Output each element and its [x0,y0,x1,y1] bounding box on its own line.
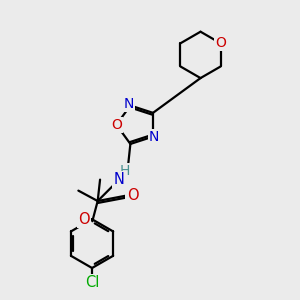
Text: O: O [215,36,226,50]
Text: N: N [149,130,159,144]
Text: H: H [119,164,130,178]
Text: O: O [111,118,122,132]
Text: O: O [111,118,122,132]
Text: N: N [124,97,134,111]
Text: H: H [119,164,130,178]
Text: O: O [127,188,138,203]
Text: Cl: Cl [85,275,99,290]
Text: N: N [114,172,124,187]
Text: Cl: Cl [85,275,99,290]
Text: N: N [124,97,134,111]
Text: N: N [149,130,159,144]
Text: O: O [78,212,90,227]
Text: O: O [215,36,226,50]
Text: O: O [127,188,138,203]
Text: N: N [114,172,124,187]
Text: O: O [78,212,90,227]
